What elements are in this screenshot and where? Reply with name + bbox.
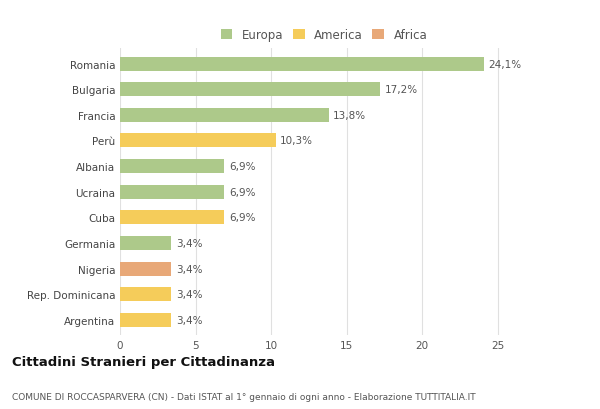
Bar: [120, 313, 172, 327]
Text: 24,1%: 24,1%: [489, 59, 522, 70]
Bar: [120, 236, 172, 250]
Text: Cittadini Stranieri per Cittadinanza: Cittadini Stranieri per Cittadinanza: [12, 355, 275, 368]
Text: COMUNE DI ROCCASPARVERA (CN) - Dati ISTAT al 1° gennaio di ogni anno - Elaborazi: COMUNE DI ROCCASPARVERA (CN) - Dati ISTA…: [12, 392, 476, 401]
Text: 13,8%: 13,8%: [333, 110, 366, 121]
Bar: [120, 288, 172, 301]
Text: 3,4%: 3,4%: [176, 238, 202, 248]
Text: 10,3%: 10,3%: [280, 136, 313, 146]
Bar: [120, 83, 380, 97]
Bar: [120, 108, 329, 123]
Bar: [120, 211, 224, 225]
Legend: Europa, America, Africa: Europa, America, Africa: [218, 26, 430, 44]
Text: 6,9%: 6,9%: [229, 162, 255, 172]
Bar: [120, 57, 484, 72]
Text: 3,4%: 3,4%: [176, 264, 202, 274]
Bar: [120, 262, 172, 276]
Text: 3,4%: 3,4%: [176, 315, 202, 325]
Text: 17,2%: 17,2%: [385, 85, 418, 95]
Text: 6,9%: 6,9%: [229, 213, 255, 223]
Text: 3,4%: 3,4%: [176, 290, 202, 299]
Text: 6,9%: 6,9%: [229, 187, 255, 197]
Bar: [120, 185, 224, 199]
Bar: [120, 160, 224, 174]
Bar: [120, 134, 275, 148]
